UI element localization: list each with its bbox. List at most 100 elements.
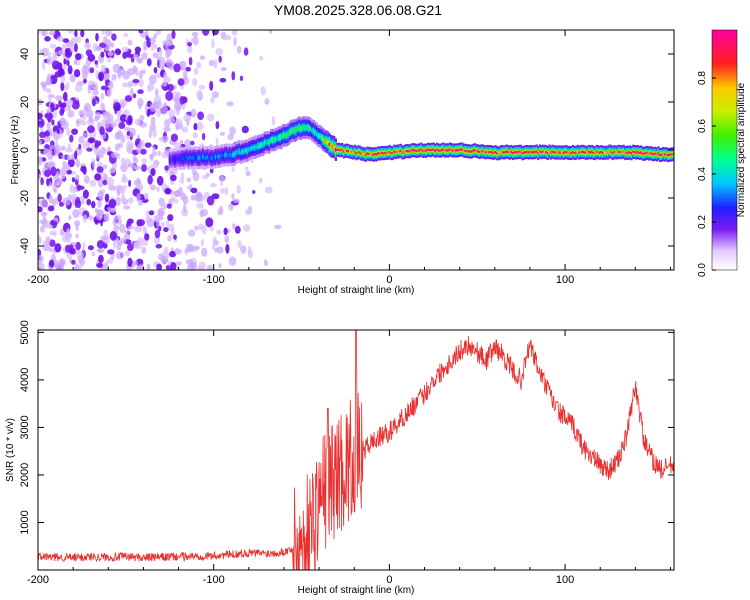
spectrogram-noise-blob [220, 66, 227, 72]
spectrogram-ridge-cell [349, 150, 352, 153]
spectrogram-noise-blob [43, 136, 51, 143]
spectrogram-ridge-cell [633, 150, 636, 154]
spectrogram-ridge-cell [296, 126, 299, 131]
spectrogram-noise-blob [100, 92, 105, 100]
spectrogram-noise-blob [170, 174, 177, 182]
spectrogram-ridge-cell [364, 153, 367, 156]
spectrogram-noise-blob [38, 255, 44, 262]
x-tick-label: -200 [27, 574, 49, 586]
spectrogram-noise-blob [236, 45, 242, 54]
spectrogram-noise-blob [218, 55, 222, 63]
spectrogram-ridge-cell [646, 151, 649, 155]
spectrogram-noise-blob [146, 218, 155, 228]
spectrogram-noise-blob [58, 201, 65, 207]
spectrogram-noise-blob [69, 184, 74, 190]
spectrogram-noise-blob [121, 192, 125, 201]
spectrogram-ridge-cell [591, 150, 594, 154]
spectrogram-ridge-cell [597, 151, 600, 154]
spectrogram-ridge-cell [402, 151, 405, 154]
y-tick-label: 20 [19, 96, 31, 108]
spectrogram-ridge-cell [205, 155, 208, 160]
spectrogram-ridge-cell [423, 149, 426, 152]
spectrogram-noise-blob [144, 103, 148, 113]
spectrogram-noise-blob [136, 192, 141, 202]
spectrogram-noise-blob [148, 210, 155, 216]
spectrogram-noise-blob [201, 225, 207, 235]
spectrogram-noise-blob [189, 261, 197, 270]
spectrogram-noise-blob [127, 257, 133, 267]
spectrogram-ridge-cell [295, 127, 298, 132]
spectrogram-ridge-cell [413, 149, 417, 152]
spectrogram-noise-blob [80, 165, 86, 173]
spectrogram-noise-blob [173, 199, 179, 204]
spectrogram-ridge-cell [458, 148, 461, 152]
spectrogram-ridge-cell [233, 152, 236, 157]
spectrogram-noise-blob [243, 224, 251, 232]
spectrogram-noise-blob [197, 111, 205, 120]
spectrogram-noise-blob [211, 39, 215, 49]
spectrogram-ridge-cell [540, 151, 543, 154]
spectrogram-ridge-cell [496, 152, 499, 155]
spectrogram-noise-blob [220, 180, 224, 186]
spectrogram-ridge-cell [420, 148, 423, 151]
spectrogram-ridge-cell [271, 138, 274, 142]
spectrogram-noise-blob [271, 115, 276, 126]
spectrogram-noise-blob [58, 259, 65, 267]
spectrogram-ridge-cell [288, 130, 292, 135]
snr-ticks: 5000 4000 3000 2000 1000 -200 -100 0 100 [19, 320, 674, 586]
spectrogram-noise-blob [95, 32, 99, 42]
spectrogram-noise-blob [184, 139, 192, 148]
spectrogram-noise-blob [97, 178, 104, 188]
spectrogram-noise-blob [206, 264, 214, 270]
spectrogram-noise-blob [78, 109, 86, 118]
spectrogram-noise-blob [193, 122, 198, 131]
spectrogram-ridge-cell [592, 151, 595, 155]
spectrogram-noise-blob [69, 244, 74, 250]
x-tick-label: -100 [203, 274, 225, 286]
spectrogram-noise-blob [46, 108, 52, 114]
spectrogram-noise-blob [143, 40, 147, 50]
spectrogram-noise-blob [202, 30, 210, 36]
spectrogram-noise-blob [100, 152, 105, 159]
spectrogram-ridge-cell [579, 150, 583, 154]
spectrogram-noise-blob [167, 83, 175, 92]
spectrogram-ridge-cell [225, 152, 228, 157]
spectrogram-ridge-cell [486, 150, 489, 154]
spectrogram-noise-blob [104, 193, 110, 203]
spectrogram-ridge-cell [666, 154, 670, 157]
spectrogram-noise-blob [165, 91, 174, 101]
spectrogram-ridge-cell [665, 152, 668, 156]
spectrogram-noise-blob [128, 179, 132, 187]
spectrogram-noise-blob [207, 195, 214, 206]
spectrogram-noise-blob [78, 143, 82, 150]
spectrogram-ridge-cell [603, 151, 606, 154]
spectrogram-noise-blob [126, 68, 135, 76]
spectrogram-noise-blob [69, 134, 74, 143]
spectrogram-ridge-cell [293, 128, 296, 133]
spectrogram-noise-blob [80, 30, 85, 38]
spectrogram-noise-blob [46, 47, 50, 53]
spectrogram-ridge-cell [369, 153, 372, 156]
spectrogram-noise-blob [102, 36, 108, 45]
spectrogram-ridge-cell [406, 149, 409, 153]
spectrogram-noise-blob [183, 70, 188, 80]
spectrogram-noise-blob [241, 125, 249, 134]
spectrogram-noise-blob [167, 116, 176, 124]
spectrogram-ridge-cell [469, 150, 472, 153]
spectrogram-ridge-cell [657, 152, 660, 155]
spectrogram-noise-blob [74, 264, 82, 270]
spectrogram-ridge-cell [330, 144, 333, 149]
spectrogram-noise-blob [231, 30, 238, 36]
spectrogram-ridge-cell [565, 151, 568, 154]
spectrogram-noise-blob [154, 159, 159, 169]
spectrogram-ridge-cell [239, 150, 243, 155]
spectrogram-noise-blob [243, 47, 249, 56]
colorbar-tick-label: 0.0 [697, 263, 708, 277]
spectrogram-ridge-cell [568, 151, 571, 155]
spectrogram-ridge-cell [470, 150, 473, 153]
spectrogram-noise-blob [87, 125, 95, 133]
spectrogram-noise-blob [122, 82, 129, 88]
spectrogram-noise-blob [94, 60, 98, 65]
y-tick-label: 2000 [19, 463, 31, 487]
spectrogram-ridge-cell [606, 151, 609, 154]
